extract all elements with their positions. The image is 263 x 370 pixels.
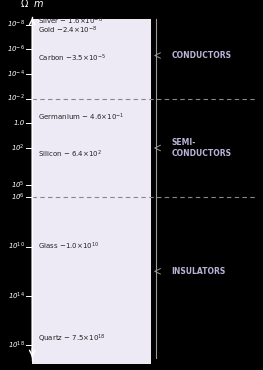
Text: Silicon $-$ 6.4$\times$10$^{2}$: Silicon $-$ 6.4$\times$10$^{2}$ bbox=[38, 148, 102, 160]
Text: 10$^{-4}$: 10$^{-4}$ bbox=[7, 68, 25, 80]
Text: INSULATORS: INSULATORS bbox=[171, 267, 225, 276]
Text: 10$^{18}$: 10$^{18}$ bbox=[8, 340, 25, 351]
Text: Carbon $-$3.5$\times$10$^{-5}$: Carbon $-$3.5$\times$10$^{-5}$ bbox=[38, 52, 107, 64]
Text: Silver $-$ 1.6$\times$10$^{-8}$: Silver $-$ 1.6$\times$10$^{-8}$ bbox=[38, 15, 103, 27]
Text: CONDUCTORS: CONDUCTORS bbox=[171, 51, 231, 60]
Text: $\Omega$  m: $\Omega$ m bbox=[20, 0, 44, 9]
Text: Quartz $-$ 7.5$\times$10$^{18}$: Quartz $-$ 7.5$\times$10$^{18}$ bbox=[38, 333, 106, 345]
Text: Glass $-$1.0$\times$10$^{10}$: Glass $-$1.0$\times$10$^{10}$ bbox=[38, 241, 99, 252]
Text: 10$^{6}$: 10$^{6}$ bbox=[11, 192, 25, 203]
Text: Germanium $-$ 4.6$\times$10$^{-1}$: Germanium $-$ 4.6$\times$10$^{-1}$ bbox=[38, 111, 125, 123]
Text: SEMI-
CONDUCTORS: SEMI- CONDUCTORS bbox=[171, 138, 231, 158]
Text: 10$^{2}$: 10$^{2}$ bbox=[11, 142, 25, 154]
Bar bbox=[32, 18, 151, 364]
Text: 10$^{-6}$: 10$^{-6}$ bbox=[7, 44, 25, 55]
Text: 10$^{-2}$: 10$^{-2}$ bbox=[7, 93, 25, 104]
Text: Gold $-$2.4$\times$10$^{-8}$: Gold $-$2.4$\times$10$^{-8}$ bbox=[38, 25, 98, 37]
Text: 1.0: 1.0 bbox=[14, 120, 25, 126]
Text: 10$^{5}$: 10$^{5}$ bbox=[11, 179, 25, 191]
Text: 10$^{-8}$: 10$^{-8}$ bbox=[7, 19, 25, 30]
Text: 10$^{10}$: 10$^{10}$ bbox=[8, 241, 25, 252]
Text: 10$^{14}$: 10$^{14}$ bbox=[8, 290, 25, 302]
